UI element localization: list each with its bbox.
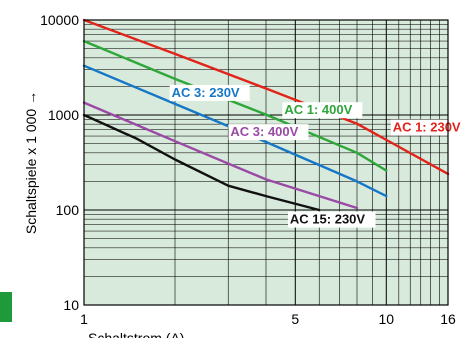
x-tick-label: 1 <box>80 311 88 327</box>
series-line <box>82 64 388 198</box>
series-line <box>82 113 321 212</box>
series-line <box>82 101 359 210</box>
series-label-bg <box>169 84 250 101</box>
series-label-bg <box>228 124 309 141</box>
series-label: AC 1: 400V <box>284 102 352 117</box>
series-label: AC 3: 230V <box>172 85 240 100</box>
series-label: AC 15: 230V <box>290 212 365 227</box>
series-label: AC 1: 230V <box>393 120 461 135</box>
series-label-bg <box>282 102 363 119</box>
plot-frame <box>83 19 449 306</box>
minor-grid <box>84 20 448 305</box>
x-tick-label: 5 <box>291 311 299 327</box>
series-line <box>82 39 388 172</box>
y-tick-label: 10000 <box>40 12 79 28</box>
y-tick-label: 10 <box>63 297 79 313</box>
annotation-layer: AC 3: 230V AC 1: 400V AC 1: 230V AC 3: 400V… <box>169 84 469 228</box>
series-label-bg <box>287 211 376 228</box>
x-tick-label: 16 <box>440 311 456 327</box>
y-axis-ticks: 10 100 1000 10000 <box>40 12 79 313</box>
y-tick-label: 100 <box>56 202 80 218</box>
series-label-bg <box>390 119 469 136</box>
series-label: AC 3: 400V <box>230 124 298 139</box>
y-tick-label: 1000 <box>48 107 79 123</box>
green-tab-marker <box>0 292 12 322</box>
x-axis-ticks: 1 5 10 16 <box>80 311 456 327</box>
y-axis-label: Schaltspiele x 1 000 → <box>23 91 39 234</box>
series-line <box>82 18 450 176</box>
x-tick-label: 10 <box>379 311 395 327</box>
x-axis-label: Schaltstrom (A) → <box>88 330 202 338</box>
series-layer <box>82 18 450 212</box>
